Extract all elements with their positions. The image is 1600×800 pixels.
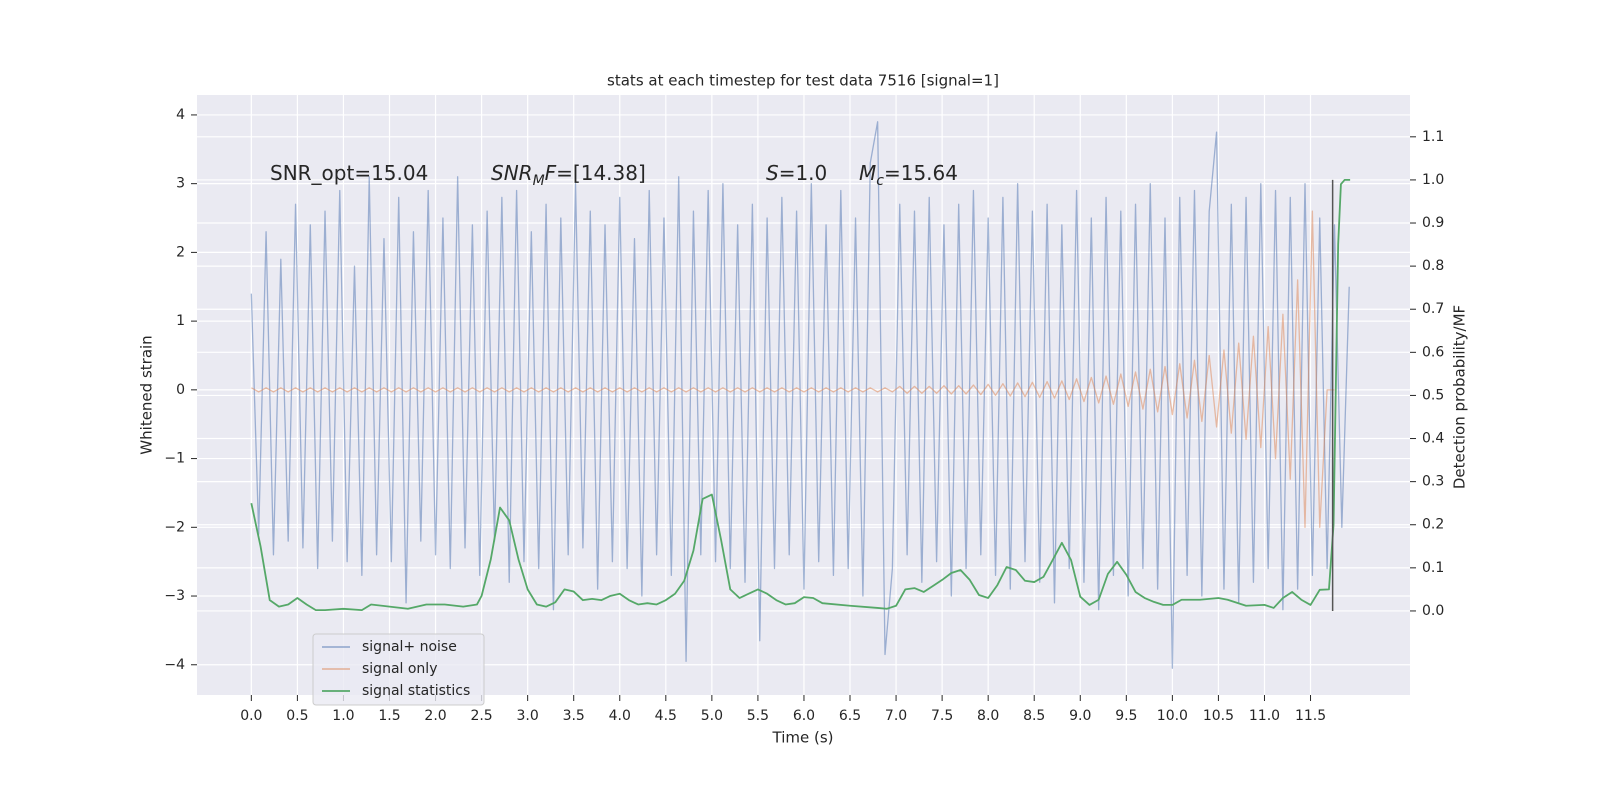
annotation: Mc=15.64 bbox=[859, 161, 958, 189]
legend-label: signal only bbox=[362, 661, 437, 677]
annotation-part: =15.64 bbox=[884, 161, 958, 185]
y2-tick-label: 0.1 bbox=[1422, 560, 1444, 576]
x-tick-label: 6.5 bbox=[839, 708, 861, 724]
y2-tick-label: 0.3 bbox=[1422, 474, 1444, 490]
y-tick-label: 3 bbox=[176, 176, 185, 192]
y2-tick-label: 0.7 bbox=[1422, 301, 1444, 317]
x-tick-label: 7.0 bbox=[885, 708, 907, 724]
annotation-part: =1.0 bbox=[779, 161, 828, 185]
x-tick-label: 2.5 bbox=[470, 708, 492, 724]
legend-label: signal statistics bbox=[362, 683, 470, 699]
annotation-part: M bbox=[859, 161, 876, 185]
annotation-part: =[14.38] bbox=[556, 161, 646, 185]
y2-tick-label: 0.8 bbox=[1422, 258, 1444, 274]
x-tick-label: 7.5 bbox=[931, 708, 953, 724]
annotation-part: S bbox=[766, 161, 779, 185]
y2-tick-label: 1.0 bbox=[1422, 172, 1444, 188]
legend-box bbox=[312, 633, 485, 706]
x-tick-label: 8.5 bbox=[1023, 708, 1045, 724]
y-tick-label: −2 bbox=[164, 519, 185, 535]
annotation-part: SNR bbox=[491, 161, 533, 185]
x-tick-label: 10.0 bbox=[1157, 708, 1188, 724]
x-tick-label: 3.0 bbox=[517, 708, 539, 724]
x-tick-label: 1.5 bbox=[378, 708, 400, 724]
x-tick-label: 9.5 bbox=[1115, 708, 1137, 724]
x-tick-label: 1.0 bbox=[332, 708, 354, 724]
y-tick-label: −3 bbox=[164, 588, 185, 604]
annotation-part: F bbox=[545, 161, 557, 185]
y2-tick-label: 0.9 bbox=[1422, 215, 1444, 231]
annotation-part: c bbox=[876, 173, 884, 189]
series-line bbox=[251, 210, 1335, 528]
y-tick-label: −1 bbox=[164, 451, 185, 467]
grid: 0.0 0.5 1.0 1.5 2.0 2.5 3.0 3.5 4.0 4.5 5.0 5.5 6.0 6… bbox=[164, 95, 1444, 724]
x-tick-label: 10.5 bbox=[1203, 708, 1234, 724]
y2-tick-label: 0.0 bbox=[1422, 603, 1444, 619]
x-axis-label: Time (s) bbox=[772, 729, 834, 747]
y-tick-label: 1 bbox=[176, 313, 185, 329]
legend: signal+ noise signal only signal statistic… bbox=[312, 633, 485, 706]
x-tick-label: 0.5 bbox=[286, 708, 308, 724]
x-tick-label: 3.5 bbox=[563, 708, 585, 724]
y-tick-label: −4 bbox=[164, 657, 185, 673]
y2-tick-label: 1.1 bbox=[1422, 129, 1444, 145]
x-tick-label: 4.5 bbox=[655, 708, 677, 724]
y-axis-label: Whitened strain bbox=[138, 335, 156, 454]
y2-tick-label: 0.4 bbox=[1422, 431, 1444, 447]
series-line bbox=[250, 179, 1351, 611]
x-tick-label: 2.0 bbox=[424, 708, 446, 724]
legend-label: signal+ noise bbox=[362, 639, 457, 655]
annotation: SNRMF=[14.38] bbox=[491, 161, 646, 189]
x-tick-label: 11.5 bbox=[1295, 708, 1326, 724]
series-line bbox=[250, 121, 1350, 669]
chart-title: stats at each timestep for test data 751… bbox=[607, 72, 999, 90]
y2-tick-label: 0.6 bbox=[1422, 344, 1444, 360]
x-tick-label: 8.0 bbox=[977, 708, 999, 724]
y-tick-label: 4 bbox=[176, 107, 185, 123]
x-tick-label: 5.5 bbox=[747, 708, 769, 724]
y-tick-label: 2 bbox=[176, 244, 185, 260]
marks bbox=[250, 121, 1351, 669]
annotation-part: M bbox=[533, 173, 545, 189]
y2-tick-label: 0.2 bbox=[1422, 517, 1444, 533]
x-tick-label: 0.0 bbox=[240, 708, 262, 724]
y2-axis-label: Detection probability/MF bbox=[1451, 305, 1469, 489]
annotations: SNR_opt=15.04 SNRMF=[14.38] S=1.0 Mc=15.64 bbox=[270, 161, 958, 189]
x-tick-label: 11.0 bbox=[1249, 708, 1280, 724]
x-tick-label: 9.0 bbox=[1069, 708, 1091, 724]
x-tick-label: 5.0 bbox=[701, 708, 723, 724]
y-tick-label: 0 bbox=[176, 382, 185, 398]
annotation: SNR_opt=15.04 bbox=[270, 161, 428, 185]
x-tick-label: 4.0 bbox=[609, 708, 631, 724]
annotation-part: SNR_opt=15.04 bbox=[270, 161, 428, 185]
x-tick-label: 6.0 bbox=[793, 708, 815, 724]
y2-tick-label: 0.5 bbox=[1422, 387, 1444, 403]
annotation: S=1.0 bbox=[766, 161, 827, 185]
